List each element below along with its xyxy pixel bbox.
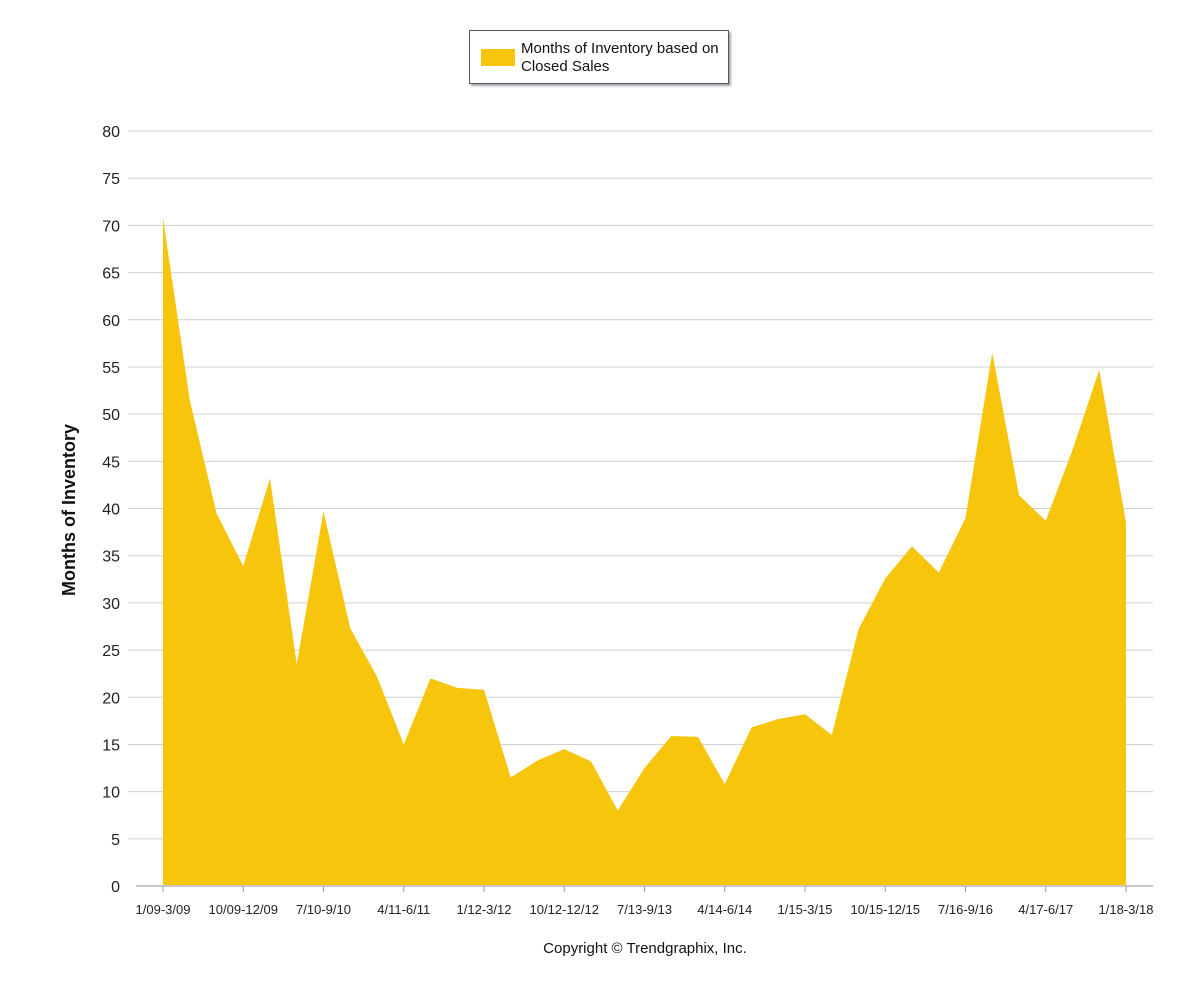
- x-tick-label: 7/10-9/10: [296, 902, 351, 917]
- legend-label: Months of Inventory based on Closed Sale…: [521, 40, 719, 75]
- x-tick-label: 10/09-12/09: [209, 902, 278, 917]
- legend-swatch: [481, 49, 515, 66]
- x-tick-label: 4/14-6/14: [697, 902, 752, 917]
- x-tick-label: 1/12-3/12: [457, 902, 512, 917]
- x-tick-label: 10/15-12/15: [851, 902, 920, 917]
- y-axis-tick-labels: 0 5 10 15 20 25 30 35 40 45 50 55 60 65 70 75 80: [102, 124, 120, 896]
- x-tick-label: 1/15-3/15: [778, 902, 833, 917]
- x-tick-label: 4/17-6/17: [1018, 902, 1073, 917]
- x-tick-label: 1/18-3/18: [1099, 902, 1154, 917]
- y-tick-label: 35: [102, 549, 120, 566]
- y-tick-label: 5: [111, 832, 120, 849]
- y-tick-label: 0: [111, 879, 120, 896]
- y-tick-label: 60: [102, 313, 120, 330]
- y-tick-label: 45: [102, 454, 120, 471]
- y-tick-label: 80: [102, 124, 120, 141]
- y-tick-label: 40: [102, 502, 120, 519]
- x-tick-label: 7/16-9/16: [938, 902, 993, 917]
- plot-area: [163, 217, 1126, 886]
- y-tick-label: 70: [102, 218, 120, 235]
- y-tick-label: 50: [102, 407, 120, 424]
- y-tick-label: 55: [102, 360, 120, 377]
- y-tick-label: 30: [102, 596, 120, 613]
- x-axis: [136, 885, 1153, 892]
- x-tick-label: 10/12-12/12: [530, 902, 599, 917]
- y-tick-label: 15: [102, 737, 120, 754]
- gridlines: [128, 130, 1153, 840]
- x-tick-label: 1/09-3/09: [136, 902, 191, 917]
- legend: Months of Inventory based on Closed Sale…: [469, 30, 729, 84]
- y-tick-label: 65: [102, 266, 120, 283]
- y-tick-label: 25: [102, 643, 120, 660]
- x-axis-tick-labels: 1/09-3/09 10/09-12/09 7/10-9/10 4/11-6/11 1/…: [136, 902, 1154, 917]
- area-series-months-of-inventory: [163, 217, 1126, 886]
- y-tick-label: 20: [102, 690, 120, 707]
- y-axis-label: Months of Inventory: [59, 424, 79, 596]
- copyright-text: Copyright © Trendgraphix, Inc.: [543, 940, 747, 957]
- y-tick-label: 10: [102, 785, 120, 802]
- y-tick-label: 75: [102, 171, 120, 188]
- x-tick-label: 4/11-6/11: [377, 902, 430, 917]
- x-tick-label: 7/13-9/13: [617, 902, 672, 917]
